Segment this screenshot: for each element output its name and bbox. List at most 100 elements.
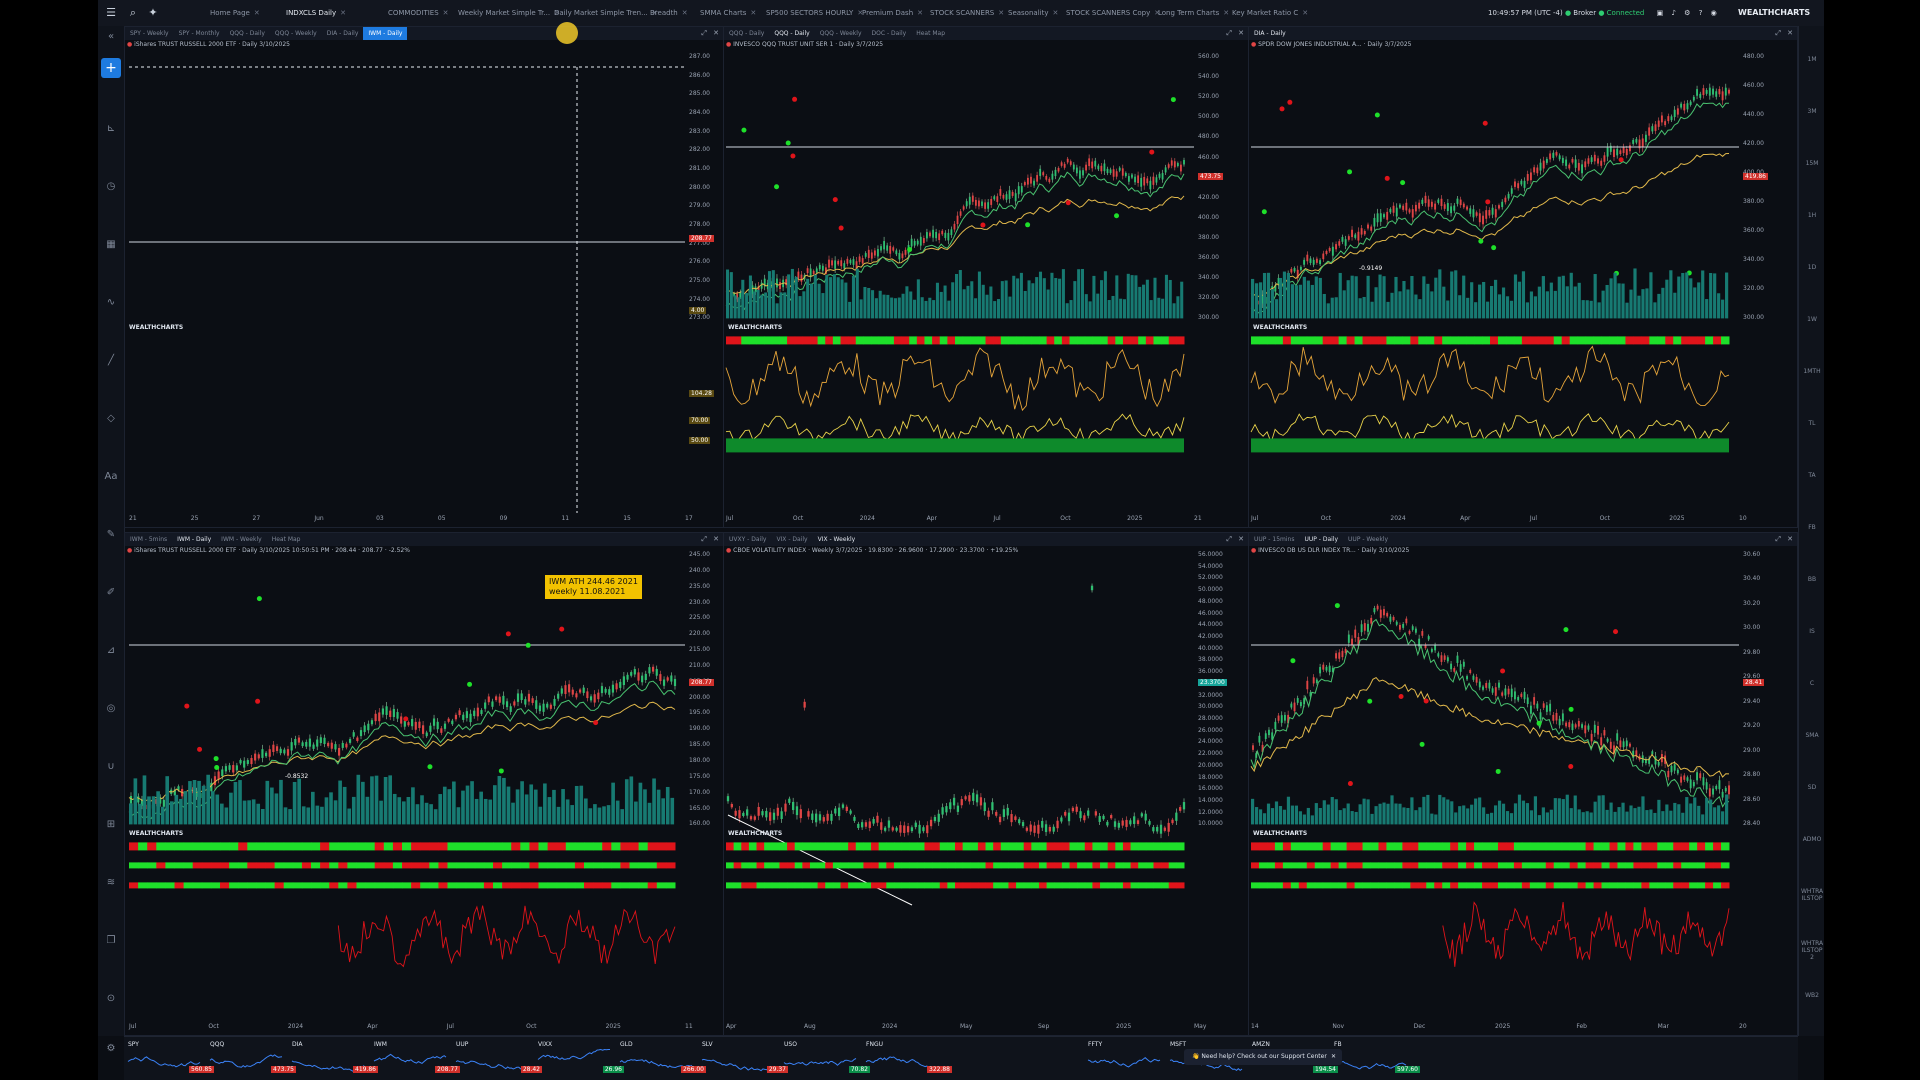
- timeframe-button-3m[interactable]: 3M: [1807, 108, 1817, 115]
- gear-icon[interactable]: ⚙: [1684, 9, 1691, 17]
- timeframe-button-1d[interactable]: 1D: [1807, 264, 1817, 271]
- watchlist-mini-qqq[interactable]: QQQ 473.75: [208, 1041, 296, 1077]
- close-panel-icon[interactable]: ✕: [1238, 29, 1244, 37]
- panel-tab[interactable]: DIA - Daily: [1254, 30, 1286, 37]
- tab-close-icon[interactable]: ✕: [681, 9, 688, 17]
- watchlist-mini-slv[interactable]: SLV 29.37: [700, 1041, 788, 1077]
- tab-close-icon[interactable]: ✕: [1223, 9, 1230, 17]
- watchlist-mini-spy[interactable]: SPY 560.85: [126, 1041, 214, 1077]
- workspace-tab-3[interactable]: Weekly Market Simple Tr... ✕: [458, 4, 560, 22]
- timeframe-button-sma[interactable]: SMA: [1805, 732, 1819, 739]
- tab-close-icon[interactable]: ✕: [253, 9, 260, 17]
- chart-panel-1[interactable]: SPY - Weekly SPY - Monthly QQQ - Daily QQQ …: [124, 26, 724, 528]
- timeframe-button-admo[interactable]: ADMO: [1802, 836, 1822, 843]
- timeframe-button-15m[interactable]: 15M: [1805, 160, 1819, 167]
- maximize-icon[interactable]: ⤢: [1226, 535, 1232, 543]
- tab-close-icon[interactable]: ✕: [442, 9, 449, 17]
- maximize-icon[interactable]: ⤢: [701, 29, 707, 37]
- close-panel-icon[interactable]: ✕: [1238, 535, 1244, 543]
- panel-tab[interactable]: UUP - 15mins: [1254, 536, 1295, 543]
- panel-tab[interactable]: QQQ - Daily: [229, 30, 265, 37]
- panel-tab[interactable]: VIX - Weekly: [817, 536, 856, 543]
- close-panel-icon[interactable]: ✕: [713, 29, 719, 37]
- watchlist-mini-uup[interactable]: UUP 28.42: [454, 1041, 542, 1077]
- avatar[interactable]: ◉: [1710, 9, 1717, 17]
- workspace-tab-8[interactable]: Premium Dash ✕: [862, 4, 923, 22]
- text-tool-icon[interactable]: Aa: [104, 471, 118, 482]
- workspace-tab-9[interactable]: STOCK SCANNERS ✕: [930, 4, 1004, 22]
- workspace-tab-12[interactable]: Long Term Charts ✕: [1158, 4, 1229, 22]
- broker-label[interactable]: Broker: [1573, 9, 1597, 17]
- search-icon[interactable]: ⌕: [129, 6, 137, 19]
- close-panel-icon[interactable]: ✕: [1787, 535, 1793, 543]
- timeframe-button-ta[interactable]: TA: [1808, 472, 1816, 479]
- bell-icon[interactable]: ♪: [1671, 9, 1676, 17]
- panel-tab[interactable]: IWM - 5mins: [130, 536, 168, 543]
- close-icon[interactable]: ✕: [1330, 1053, 1336, 1060]
- panel-tab[interactable]: IWM - Daily: [363, 27, 408, 40]
- copy-icon[interactable]: ❐: [106, 935, 116, 946]
- timeframe-button-wb2[interactable]: WB2: [1805, 992, 1819, 999]
- panel-tab[interactable]: DIA - Daily: [326, 30, 359, 37]
- timeframe-button-bb[interactable]: BB: [1807, 576, 1817, 583]
- workspace-tab-1[interactable]: INDXCLS Daily ✕: [286, 4, 346, 22]
- tab-close-icon[interactable]: ✕: [1302, 9, 1309, 17]
- watchlist-mini-iwm[interactable]: IWM 208.77: [372, 1041, 460, 1077]
- panel-tab[interactable]: Heat Map: [271, 536, 301, 543]
- tab-close-icon[interactable]: ✕: [857, 9, 864, 17]
- timeframe-button-sd[interactable]: SD: [1807, 784, 1817, 791]
- panel-tab[interactable]: DOC - Daily: [871, 30, 907, 37]
- settings-icon[interactable]: ⚙: [106, 1043, 116, 1054]
- watchlist-mini-dia[interactable]: DIA 419.86: [290, 1041, 378, 1077]
- trend-icon[interactable]: ∿: [106, 297, 116, 308]
- workspace-tab-13[interactable]: Key Market Ratio C ✕: [1232, 4, 1308, 22]
- panel-tab[interactable]: QQQ - Weekly: [819, 30, 862, 37]
- workspace-tab-5[interactable]: Breadth ✕: [650, 4, 688, 22]
- ruler-icon[interactable]: ⊾: [106, 123, 116, 134]
- close-panel-icon[interactable]: ✕: [1787, 29, 1793, 37]
- workspace-tab-7[interactable]: SP500 SECTORS HOURLY ✕: [766, 4, 863, 22]
- panel-tab[interactable]: IWM - Weekly: [221, 536, 262, 543]
- watchlist-mini-uso[interactable]: USO 70.82: [782, 1041, 870, 1077]
- timeframe-button-whtra-ilstop[interactable]: WHTRA ILSTOP: [1801, 888, 1824, 902]
- line-tool-icon[interactable]: ╱: [107, 355, 115, 366]
- close-panel-icon[interactable]: ✕: [713, 535, 719, 543]
- tab-close-icon[interactable]: ✕: [1154, 9, 1161, 17]
- watchlist-mini-ffty[interactable]: FFTY: [1086, 1041, 1174, 1077]
- timeframe-button-tl[interactable]: TL: [1808, 420, 1816, 427]
- panel-tab[interactable]: VIX - Daily: [776, 536, 808, 543]
- panel-tab[interactable]: SPY - Monthly: [178, 30, 220, 37]
- chart-panel-6[interactable]: UUP - 15mins UUP - Daily UUP - Weekly ⤢ ✕ ● I…: [1248, 532, 1798, 1036]
- watchlist-mini-gld[interactable]: GLD 266.00: [618, 1041, 706, 1077]
- maximize-icon[interactable]: ⤢: [1775, 29, 1781, 37]
- watchlist-mini-fngu[interactable]: FNGU 322.88: [864, 1041, 952, 1077]
- chart-icon[interactable]: ⊞: [106, 819, 116, 830]
- magnet-icon[interactable]: ∪: [107, 761, 115, 772]
- timeframe-button-c[interactable]: C: [1809, 680, 1815, 687]
- panel-tab[interactable]: Heat Map: [916, 30, 946, 37]
- save-icon[interactable]: ▣: [1656, 9, 1664, 17]
- lock-icon[interactable]: ⊙: [106, 993, 116, 1004]
- watchlist-mini-vixx[interactable]: VIXX 26.96: [536, 1041, 624, 1077]
- workspace-tab-4[interactable]: Daily Market Simple Tren... ✕: [554, 4, 658, 22]
- tab-close-icon[interactable]: ✕: [340, 9, 347, 17]
- collapse-icon[interactable]: «: [107, 31, 115, 42]
- pencil-icon[interactable]: ✎: [106, 529, 116, 540]
- tab-close-icon[interactable]: ✕: [1052, 9, 1059, 17]
- panel-tab[interactable]: UVXY - Daily: [729, 536, 767, 543]
- chart-panel-5[interactable]: UVXY - Daily VIX - Daily VIX - Weekly ⤢ ✕ ● C…: [723, 532, 1249, 1036]
- brush-icon[interactable]: ✐: [106, 587, 116, 598]
- add-chart-button[interactable]: +: [101, 58, 121, 78]
- timeframe-button-whtra-ilstop-2[interactable]: WHTRA ILSTOP 2: [1801, 940, 1824, 961]
- maximize-icon[interactable]: ⤢: [1775, 535, 1781, 543]
- help-icon[interactable]: ?: [1698, 9, 1703, 17]
- timeframe-button-1mth[interactable]: 1MTH: [1803, 368, 1821, 375]
- support-toast[interactable]: 👋 Need help? Check out our Support Cente…: [1184, 1049, 1342, 1065]
- chart-panel-2[interactable]: QQQ - Daily QQQ - Daily QQQ - Weekly DOC - …: [723, 26, 1249, 528]
- panel-tab[interactable]: QQQ - Daily: [774, 30, 810, 37]
- menu-icon[interactable]: ☰: [106, 6, 116, 19]
- timeframe-button-1m[interactable]: 1M: [1807, 56, 1817, 63]
- tab-close-icon[interactable]: ✕: [651, 9, 658, 17]
- workspace-tab-11[interactable]: STOCK SCANNERS Copy ✕: [1066, 4, 1160, 22]
- tab-close-icon[interactable]: ✕: [917, 9, 924, 17]
